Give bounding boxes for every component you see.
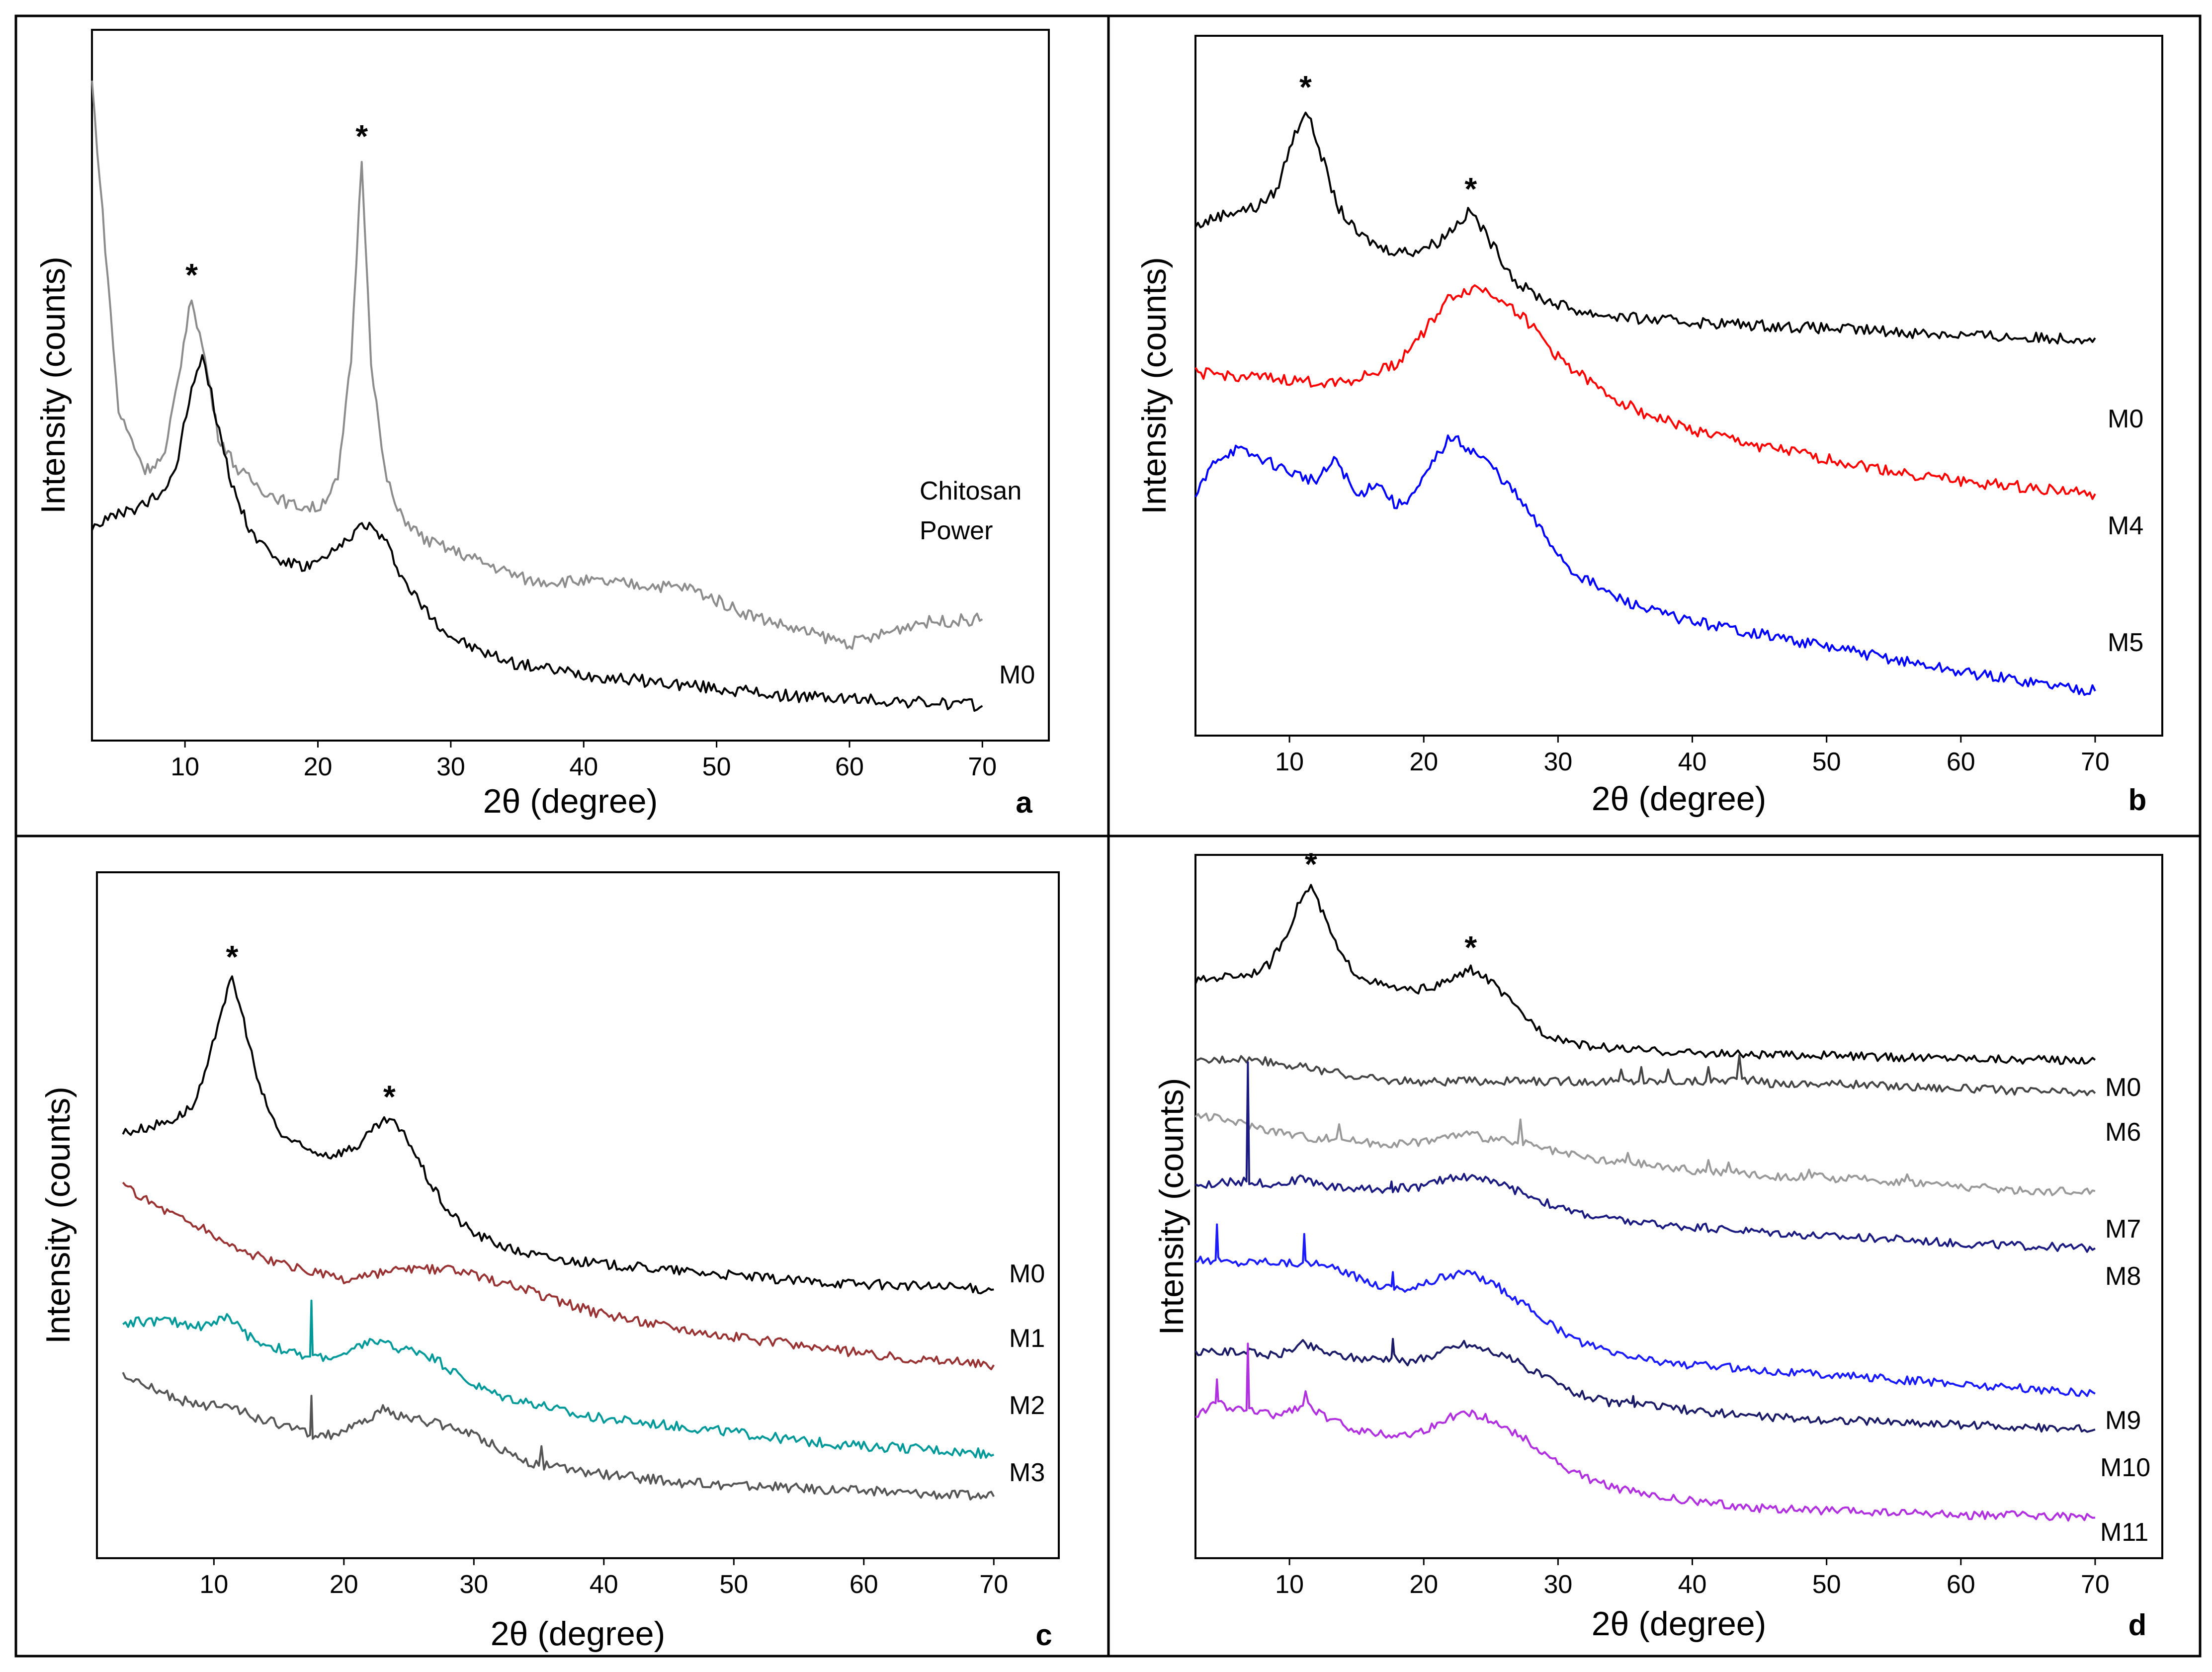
- series-line-m6: [1195, 1054, 2096, 1097]
- x-tick-label: 10: [199, 1570, 228, 1599]
- panel-d: 10 20 30 40 50 60 70 2θ (degree) Intensity (coun…: [1153, 846, 2163, 1643]
- series-label: Chitosan: [920, 477, 1021, 505]
- series-line-m0: [91, 354, 983, 712]
- plot-frame: [91, 29, 1050, 742]
- x-tick-label: 30: [436, 752, 465, 781]
- peak-marker: *: [1305, 846, 1317, 882]
- x-axis-title: 2θ (degree): [491, 1615, 666, 1653]
- panel-a: 10 20 30 40 50 60 70 2θ (degree) Intensity (coun…: [34, 29, 1050, 820]
- plot-frame: [1194, 854, 2163, 1559]
- x-tick-label: 40: [590, 1570, 618, 1599]
- series-label: M0: [2108, 405, 2143, 433]
- peak-marker: *: [185, 257, 198, 293]
- series-line-m3: [122, 1372, 995, 1501]
- series-label: Power: [920, 516, 993, 545]
- series-line-m0: [1194, 884, 2096, 1065]
- peak-marker: *: [1299, 69, 1312, 105]
- x-tick-label: 50: [1812, 748, 1841, 776]
- peak-marker: *: [1464, 929, 1477, 965]
- series-label: M5: [2108, 628, 2143, 657]
- series-line-m0: [1194, 111, 2096, 345]
- series-label: M3: [1009, 1458, 1045, 1487]
- x-tick-label: 40: [1678, 748, 1707, 776]
- plot-frame: [1194, 35, 2163, 737]
- series-line-m8: [1194, 1061, 2096, 1253]
- y-axis-title: Intensity (counts): [1153, 1078, 1191, 1336]
- series-line-m2: [122, 1299, 995, 1459]
- x-tick-label: 30: [459, 1570, 488, 1599]
- series-line-m11: [1195, 1342, 2095, 1522]
- series-label: M0: [999, 661, 1035, 689]
- series-line-m4: [1194, 284, 2096, 500]
- x-tick-label: 70: [968, 752, 997, 781]
- x-axis-title: 2θ (degree): [1592, 780, 1767, 818]
- x-tick-label: 50: [702, 752, 731, 781]
- x-tick-label: 10: [1275, 748, 1304, 776]
- series-label: M2: [1009, 1391, 1045, 1420]
- panel-letter: a: [1016, 786, 1032, 819]
- x-tick-label: 60: [1947, 1570, 1975, 1599]
- x-tick-label: 40: [1678, 1570, 1707, 1599]
- peak-marker: *: [1464, 171, 1477, 207]
- series-line-m0: [122, 975, 994, 1295]
- x-tick-label: 70: [2081, 1570, 2110, 1599]
- series-label: M8: [2105, 1262, 2141, 1291]
- x-tick-label: 30: [1543, 1570, 1572, 1599]
- plot-frame: [96, 871, 1060, 1559]
- x-tick-label: 10: [170, 752, 199, 781]
- series-line-chitosan-power: [91, 81, 983, 650]
- x-tick-label: 10: [1275, 1570, 1304, 1599]
- x-tick-label: 20: [304, 752, 333, 781]
- series-label: M10: [2100, 1453, 2150, 1482]
- series-label: M0: [1009, 1259, 1045, 1288]
- series-line-m5: [1194, 434, 2096, 696]
- x-tick-label: 20: [330, 1570, 358, 1599]
- x-tick-label: 60: [1947, 748, 1975, 776]
- series-line-m9: [1195, 1223, 2096, 1397]
- y-axis-title: Intensity (counts): [34, 256, 72, 514]
- x-axis-title: 2θ (degree): [1592, 1605, 1767, 1643]
- series-line-m7: [1194, 1112, 2096, 1196]
- series-label: M0: [2105, 1073, 2141, 1102]
- peak-marker: *: [355, 118, 368, 154]
- series-label: M9: [2105, 1406, 2141, 1435]
- series-label: M11: [2100, 1518, 2148, 1547]
- peak-marker: *: [226, 939, 238, 975]
- series-label: M1: [1009, 1324, 1045, 1353]
- x-tick-label: 20: [1409, 748, 1438, 776]
- peak-marker: *: [383, 1079, 396, 1115]
- x-tick-label: 30: [1543, 748, 1572, 776]
- x-tick-label: 60: [850, 1570, 878, 1599]
- panel-c: 10 20 30 40 50 60 70 2θ (degree) Intensity (coun…: [39, 871, 1060, 1653]
- series-label: M4: [2108, 511, 2143, 540]
- y-axis-title: Intensity (counts): [1135, 257, 1173, 514]
- series-line-m10: [1194, 1338, 2096, 1433]
- x-tick-label: 20: [1409, 1570, 1438, 1599]
- series-label: M6: [2105, 1118, 2141, 1147]
- panel-letter: d: [2128, 1608, 2147, 1642]
- series-label: M7: [2105, 1215, 2141, 1244]
- panel-letter: b: [2128, 783, 2147, 817]
- x-tick-label: 50: [1812, 1570, 1841, 1599]
- x-tick-label: 40: [569, 752, 598, 781]
- y-axis-title: Intensity (counts): [39, 1087, 77, 1344]
- x-axis-title: 2θ (degree): [483, 782, 658, 820]
- x-tick-label: 70: [979, 1570, 1008, 1599]
- series-line-m1: [122, 1181, 995, 1370]
- x-tick-label: 50: [719, 1570, 748, 1599]
- panel-b: 10 20 30 40 50 60 70 2θ (degree) Intensity (coun…: [1135, 35, 2163, 818]
- x-tick-label: 60: [835, 752, 864, 781]
- panel-letter: c: [1035, 1618, 1052, 1652]
- x-tick-label: 70: [2081, 748, 2110, 776]
